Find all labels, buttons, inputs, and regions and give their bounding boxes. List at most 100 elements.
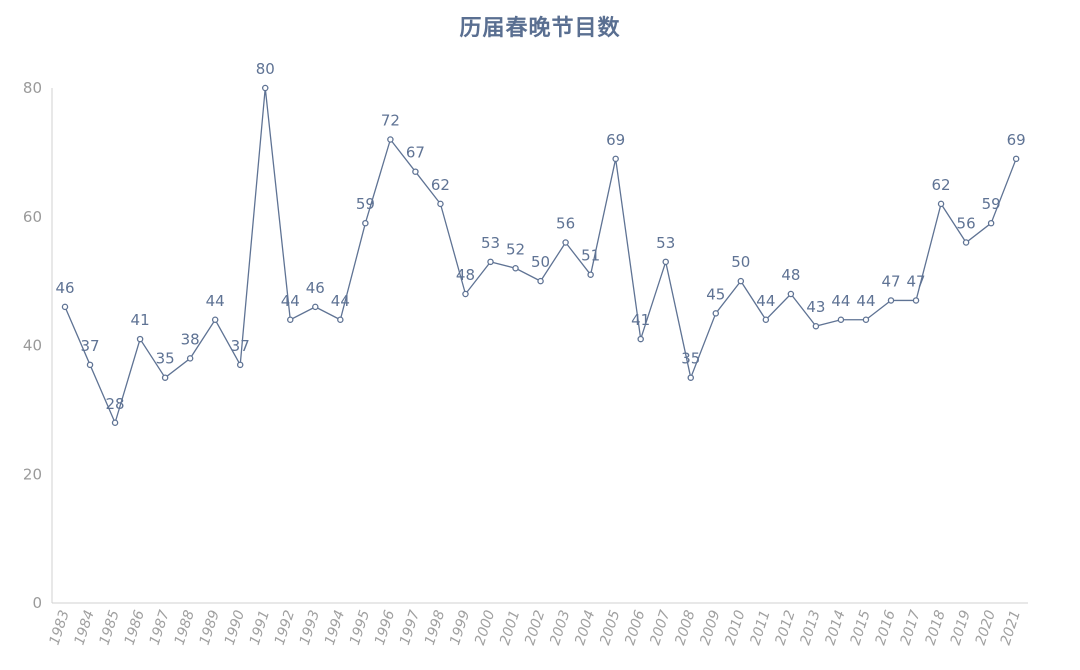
data-label: 44	[206, 292, 225, 310]
x-tick-label: 1988	[172, 608, 198, 647]
data-label: 44	[856, 292, 875, 310]
x-tick-label: 2005	[597, 608, 623, 647]
data-label: 53	[656, 234, 675, 252]
data-label: 62	[431, 176, 450, 194]
data-label: 44	[756, 292, 775, 310]
x-tick-label: 2015	[848, 608, 874, 647]
x-tick-label: 2021	[998, 608, 1024, 647]
data-label: 45	[706, 285, 725, 303]
x-tick-label: 1984	[72, 608, 98, 647]
x-tick-label: 1996	[372, 608, 398, 647]
x-tick-label: 2008	[672, 608, 698, 647]
data-label: 56	[957, 215, 976, 233]
data-point	[312, 303, 319, 311]
data-point	[186, 355, 194, 362]
x-tick-label: 2000	[472, 608, 498, 647]
data-point	[1012, 155, 1020, 163]
x-tick-label: 1994	[322, 608, 348, 647]
data-label: 67	[406, 144, 425, 162]
data-point	[136, 335, 144, 343]
data-point	[437, 200, 444, 208]
data-label: 35	[681, 350, 700, 368]
y-tick-label: 80	[23, 79, 42, 97]
x-tick-label: 1990	[222, 608, 248, 647]
data-point	[662, 258, 669, 266]
data-label: 47	[881, 272, 900, 290]
data-label: 46	[306, 279, 325, 297]
data-point	[837, 316, 845, 323]
data-point	[787, 290, 795, 298]
data-label: 51	[581, 247, 600, 265]
data-label: 43	[806, 298, 825, 316]
data-point	[937, 200, 945, 208]
data-point	[462, 290, 469, 298]
data-point	[912, 297, 920, 304]
data-point	[637, 335, 644, 343]
x-tick-label: 2013	[797, 608, 823, 647]
data-label: 80	[256, 60, 275, 78]
data-points	[61, 84, 1020, 426]
data-point	[287, 316, 294, 323]
data-label: 59	[982, 195, 1001, 213]
data-point	[887, 297, 895, 304]
x-tick-label: 2004	[572, 608, 598, 647]
x-tick-label: 2019	[948, 608, 974, 647]
data-label: 56	[556, 215, 575, 233]
data-label: 41	[631, 311, 650, 329]
data-label: 46	[55, 279, 74, 297]
data-point	[61, 303, 69, 311]
x-tick-label: 2007	[647, 608, 673, 647]
data-point	[737, 277, 745, 285]
data-point	[487, 258, 494, 266]
x-tick-label: 2012	[772, 608, 798, 647]
data-label: 47	[906, 272, 925, 290]
x-tick-label: 1989	[197, 608, 223, 647]
x-tick-label: 2006	[622, 608, 648, 647]
data-label: 37	[80, 337, 99, 355]
x-tick-label: 1985	[97, 608, 123, 647]
x-tick-label: 2009	[697, 608, 723, 647]
y-tick-label: 60	[23, 208, 42, 226]
data-point	[762, 316, 770, 323]
x-tick-label: 2002	[522, 608, 548, 647]
data-label: 44	[831, 292, 850, 310]
data-point	[587, 271, 594, 278]
x-tick-label: 2010	[722, 608, 748, 647]
data-label: 37	[231, 337, 250, 355]
data-label: 44	[331, 292, 350, 310]
data-point	[712, 310, 720, 317]
data-point	[236, 361, 244, 369]
x-tick-label: 1999	[447, 608, 473, 647]
x-tick-label: 2011	[747, 608, 773, 647]
data-point	[337, 316, 344, 323]
x-tick-label: 1991	[247, 608, 273, 647]
x-tick-label: 2017	[898, 608, 924, 647]
y-tick-label: 40	[23, 337, 42, 355]
data-point	[612, 155, 619, 163]
data-point	[387, 136, 394, 143]
x-tick-label: 2020	[973, 608, 999, 647]
data-label: 62	[932, 176, 951, 194]
data-point	[86, 361, 94, 369]
data-label: 41	[131, 311, 150, 329]
x-tick-label: 1983	[47, 608, 73, 647]
data-point	[562, 239, 569, 246]
x-tick-label: 2001	[497, 608, 523, 647]
x-tick-label: 2014	[823, 608, 849, 647]
data-label: 69	[606, 131, 625, 149]
data-label: 28	[106, 395, 125, 413]
data-label: 69	[1007, 131, 1026, 149]
x-tick-label: 1992	[272, 608, 298, 647]
data-point	[812, 322, 820, 330]
data-point	[362, 219, 369, 227]
y-tick-label: 0	[32, 594, 42, 612]
data-label: 48	[456, 266, 475, 284]
x-tick-label: 1993	[297, 608, 323, 647]
x-tick-label: 2018	[923, 608, 949, 647]
data-point	[261, 84, 269, 92]
data-point	[161, 374, 169, 381]
data-label: 50	[531, 253, 550, 271]
y-axis: 0 20 40 60 80	[23, 79, 53, 612]
data-point	[862, 316, 870, 323]
